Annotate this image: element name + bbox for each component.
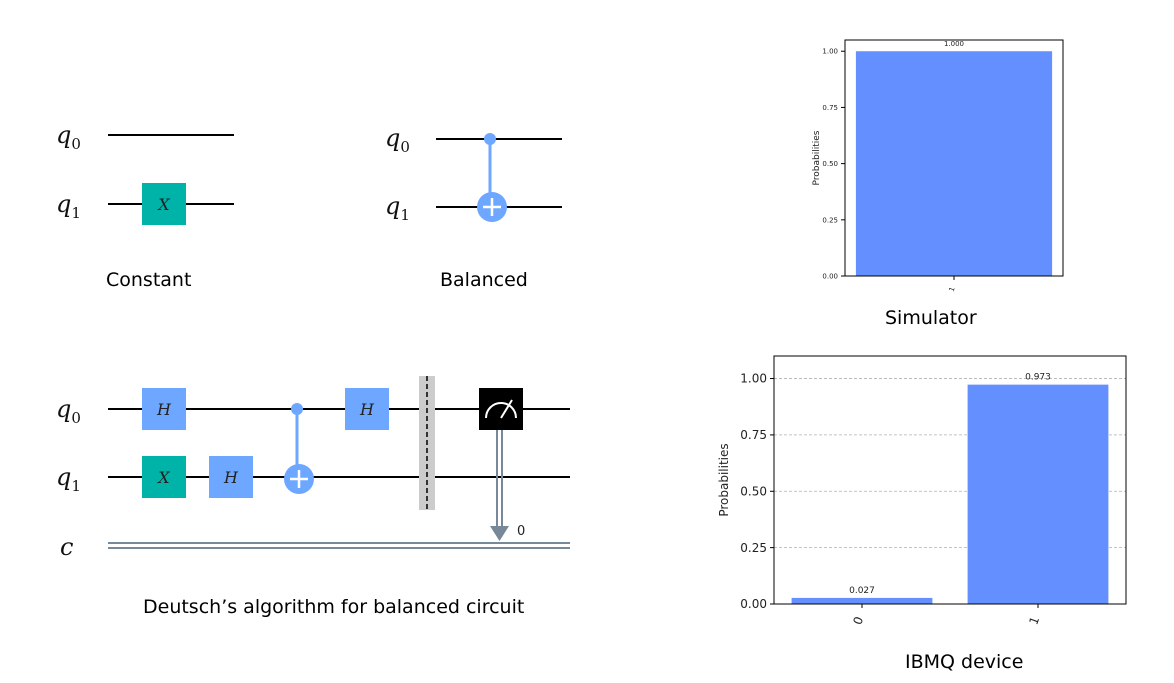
y-tick-label: 0.50 bbox=[740, 484, 767, 498]
data-label: 1.000 bbox=[944, 40, 964, 48]
y-tick-label: 0.00 bbox=[740, 597, 767, 611]
y-tick-label: 0.00 bbox=[822, 272, 838, 280]
simulator-chart: 1.000 1 0.00 0.25 0.50 0.75 1.00 Probabilities bbox=[812, 39, 1064, 293]
q1-label: q1 bbox=[385, 192, 410, 224]
caption-constant: Constant bbox=[106, 269, 191, 291]
y-tick-label: 0.75 bbox=[822, 104, 838, 112]
q0-label: q0 bbox=[56, 395, 81, 427]
bar bbox=[791, 597, 933, 604]
bar bbox=[967, 384, 1109, 604]
bar bbox=[855, 51, 1053, 276]
meter-needle bbox=[500, 399, 513, 419]
caption-balanced: Balanced bbox=[440, 269, 528, 291]
ibmq-chart: 0.027 0 0.973 1 0.00 0.25 0.50 0.75 1.00 Probabil… bbox=[717, 355, 1127, 627]
balanced-circuit: q0 q1 bbox=[385, 124, 562, 224]
h-gate-label: H bbox=[359, 400, 375, 419]
x-tick-label: 1 bbox=[1026, 615, 1042, 627]
q1-label: q1 bbox=[56, 190, 81, 222]
caption-ibmq: IBMQ device bbox=[905, 651, 1023, 673]
control-dot bbox=[291, 403, 303, 415]
caption-simulator: Simulator bbox=[885, 307, 977, 329]
h-gate-q1 bbox=[209, 456, 253, 498]
x-gate-label: X bbox=[156, 468, 170, 487]
plot-frame bbox=[844, 39, 1064, 277]
h-gate-label: H bbox=[156, 400, 172, 419]
y-axis-label: Probabilities bbox=[717, 443, 731, 516]
deutsch-circuit: q0 q1 c H X H H 0 bbox=[56, 376, 570, 561]
classical-bit-index: 0 bbox=[517, 524, 525, 539]
q0-label: q0 bbox=[385, 124, 410, 156]
measure-gate bbox=[479, 388, 523, 430]
y-tick-label: 0.25 bbox=[740, 541, 767, 555]
plot-frame bbox=[773, 355, 1127, 605]
q0-label: q0 bbox=[56, 121, 81, 153]
caption-deutsch: Deutsch’s algorithm for balanced circuit bbox=[143, 596, 524, 618]
x-tick-label: 0 bbox=[850, 615, 866, 627]
y-tick-label: 1.00 bbox=[822, 48, 838, 56]
constant-circuit: q0 q1 X bbox=[56, 121, 234, 225]
data-label: 0.973 bbox=[1025, 373, 1051, 383]
x-gate-q1 bbox=[142, 456, 186, 498]
meter-icon bbox=[485, 402, 517, 419]
data-label: 0.027 bbox=[849, 586, 875, 596]
y-tick-label: 1.00 bbox=[740, 372, 767, 386]
y-tick-label: 0.75 bbox=[740, 428, 767, 442]
y-axis-label: Probabilities bbox=[812, 130, 822, 185]
h-gate-q0 bbox=[142, 388, 186, 430]
y-tick-label: 0.50 bbox=[822, 160, 838, 168]
q1-label: q1 bbox=[56, 463, 81, 495]
x-tick-label: 1 bbox=[948, 286, 957, 293]
x-gate bbox=[142, 183, 186, 225]
control-dot bbox=[484, 133, 496, 145]
h-gate-q0-final bbox=[345, 388, 389, 430]
h-gate-label: H bbox=[223, 468, 239, 487]
y-tick-label: 0.25 bbox=[822, 216, 838, 224]
x-gate-label: X bbox=[156, 195, 170, 214]
c-label: c bbox=[60, 533, 73, 561]
measure-arrow bbox=[490, 526, 509, 541]
